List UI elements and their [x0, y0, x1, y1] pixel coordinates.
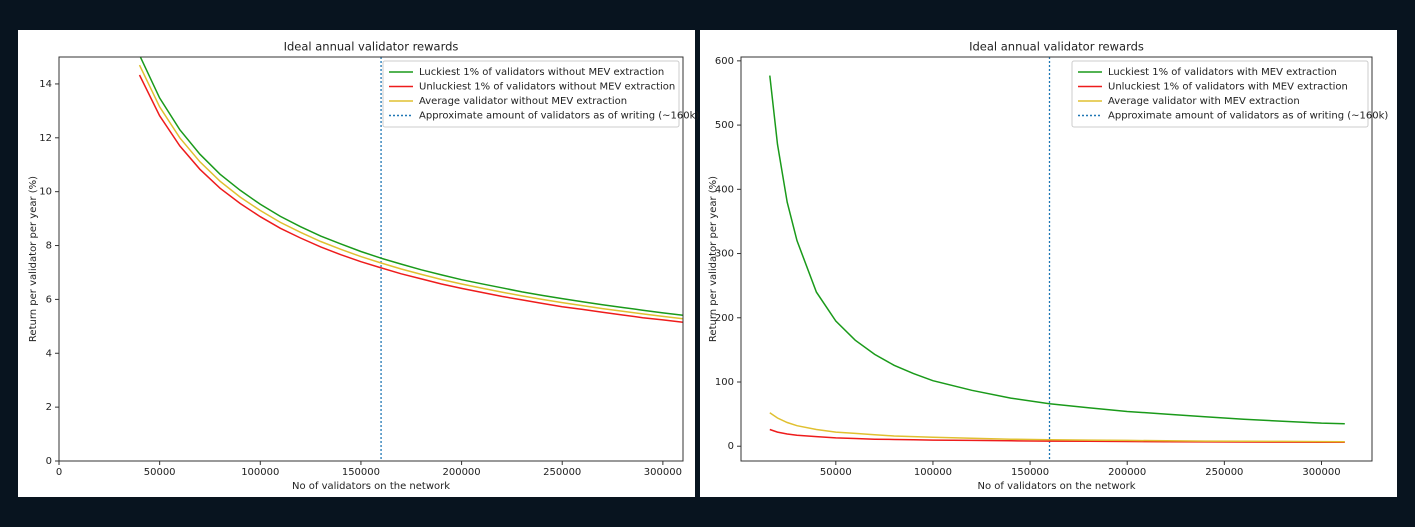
x-tick-label: 200000 — [442, 467, 480, 478]
plot-frame — [740, 56, 1373, 462]
chart-title: Ideal annual validator rewards — [969, 40, 1144, 54]
legend-label: Unluckiest 1% of validators without MEV … — [419, 82, 675, 93]
legend-label: Average validator with MEV extraction — [1108, 96, 1300, 107]
series-line — [138, 64, 683, 320]
x-tick-label: 300000 — [1302, 467, 1340, 478]
y-tick-label: 4 — [46, 348, 52, 359]
series-line — [769, 428, 1345, 444]
plot-frame — [58, 56, 684, 462]
legend — [1071, 60, 1369, 128]
y-tick-label: 200 — [715, 313, 734, 324]
series-line — [138, 74, 683, 324]
legend — [382, 60, 680, 128]
x-tick-label: 100000 — [914, 467, 952, 478]
legend-label: Luckiest 1% of validators with MEV extra… — [1108, 67, 1337, 78]
x-tick-label: 300000 — [644, 467, 682, 478]
y-tick-label: 300 — [715, 249, 734, 260]
legend-label: Luckiest 1% of validators without MEV ex… — [419, 67, 664, 78]
y-tick-label: 100 — [715, 377, 734, 388]
x-tick-label: 250000 — [543, 467, 581, 478]
x-tick-label: 50000 — [144, 467, 176, 478]
x-axis-label: No of validators on the network — [977, 481, 1135, 492]
y-tick-label: 14 — [39, 79, 52, 90]
y-tick-label: 600 — [715, 56, 734, 67]
x-tick-label: 150000 — [1011, 467, 1049, 478]
y-tick-label: 400 — [715, 184, 734, 195]
y-axis-label: Return per validator per year (%) — [28, 176, 39, 342]
series-line — [769, 75, 1345, 425]
x-tick-label: 50000 — [820, 467, 852, 478]
legend-label: Unluckiest 1% of validators with MEV ext… — [1108, 82, 1348, 93]
plot-area — [769, 57, 1345, 461]
x-axis-label: No of validators on the network — [292, 481, 450, 492]
legend-label: Approximate amount of validators as of w… — [1108, 111, 1388, 122]
y-tick-label: 2 — [46, 402, 52, 413]
x-tick-label: 150000 — [342, 467, 380, 478]
y-tick-label: 12 — [39, 133, 52, 144]
series-line — [139, 57, 683, 317]
chart-title: Ideal annual validator rewards — [284, 40, 459, 54]
y-axis-label: Return per validator per year (%) — [708, 176, 719, 342]
x-tick-label: 0 — [56, 467, 62, 478]
legend-label: Average validator without MEV extraction — [419, 96, 627, 107]
y-tick-label: 10 — [39, 187, 52, 198]
series-line — [769, 412, 1345, 443]
y-tick-label: 0 — [728, 441, 734, 452]
x-tick-label: 250000 — [1205, 467, 1243, 478]
y-tick-label: 6 — [46, 294, 52, 305]
legend-label: Approximate amount of validators as of w… — [419, 111, 699, 122]
y-tick-label: 500 — [715, 120, 734, 131]
x-tick-label: 100000 — [241, 467, 279, 478]
y-tick-label: 0 — [46, 456, 52, 467]
x-tick-label: 200000 — [1108, 467, 1146, 478]
plot-area — [138, 57, 683, 461]
y-tick-label: 8 — [46, 241, 52, 252]
